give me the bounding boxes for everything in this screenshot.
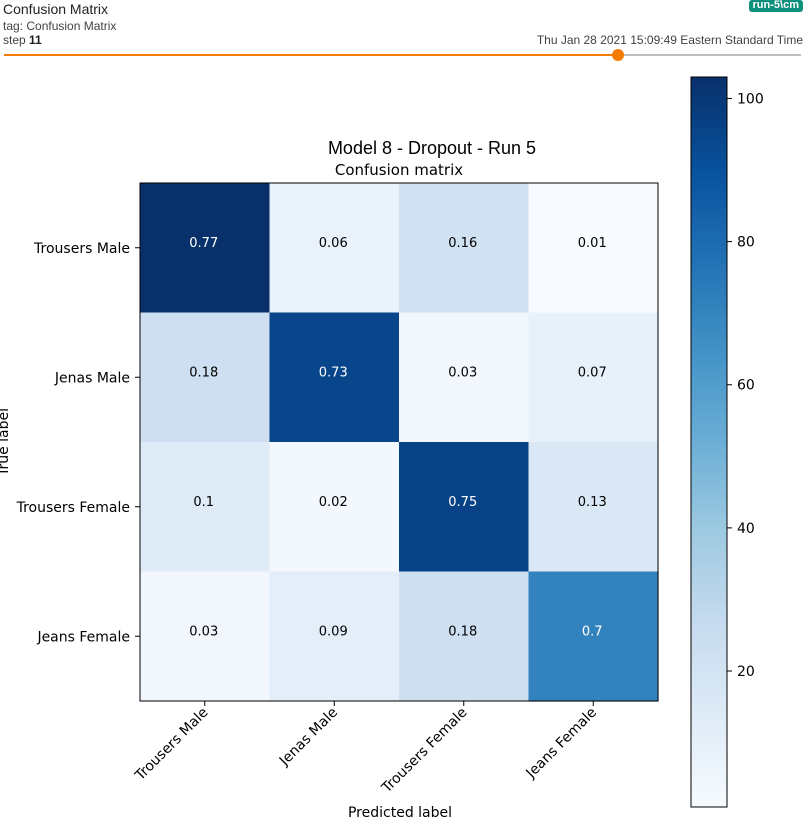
heatmap-cell bbox=[269, 312, 400, 443]
colorbar-tick-label: 20 bbox=[737, 664, 755, 680]
cell-value-label: 0.03 bbox=[448, 365, 477, 380]
cell-value-label: 0.01 bbox=[578, 236, 607, 251]
chart-title: Confusion matrix bbox=[335, 161, 463, 179]
tag-label: tag: Confusion Matrix bbox=[3, 19, 117, 33]
cell-value-label: 0.02 bbox=[319, 495, 348, 510]
heatmap-cells: 0.77 0.06 0.16 0.01 0.18 0.73 0.03 0.07 0.1 0.02 0… bbox=[140, 183, 659, 702]
heatmap-cell bbox=[399, 571, 530, 702]
cell-value-label: 0.07 bbox=[578, 365, 607, 380]
cell-value-label: 0.18 bbox=[448, 624, 477, 639]
step-slider-thumb[interactable] bbox=[611, 49, 624, 61]
y-tick-label: Trousers Male bbox=[33, 241, 130, 257]
colorbar-tick-label: 100 bbox=[737, 91, 764, 107]
cell-value-label: 0.06 bbox=[319, 236, 348, 251]
heatmap-cell bbox=[528, 312, 659, 443]
cell-value-label: 0.13 bbox=[578, 495, 607, 510]
x-ticks: Trousers Male Jenas Male Trousers Female Je… bbox=[132, 701, 600, 797]
x-tick-label: Trousers Female bbox=[378, 705, 470, 797]
x-tick-label: Jenas Male bbox=[276, 705, 341, 770]
step-label: step bbox=[3, 33, 26, 47]
step-indicator: step 11 bbox=[3, 33, 42, 47]
cell-value-label: 0.75 bbox=[448, 495, 477, 510]
timestamp: Thu Jan 28 2021 15:09:49 Eastern Standar… bbox=[536, 33, 803, 47]
cell-value-label: 0.16 bbox=[448, 236, 477, 251]
colorbar-tick-label: 60 bbox=[737, 378, 755, 394]
plot-frame bbox=[139, 182, 659, 702]
step-slider-track-active[interactable] bbox=[4, 54, 618, 56]
heatmap-cell bbox=[399, 183, 530, 314]
y-axis-label: True label bbox=[0, 408, 12, 477]
y-tick-label: Jenas Male bbox=[54, 370, 130, 386]
colorbar bbox=[690, 76, 728, 808]
heatmap-cell bbox=[528, 571, 659, 702]
y-tick-label: Jeans Female bbox=[36, 629, 130, 645]
heatmap-cell bbox=[269, 442, 400, 573]
cell-value-label: 0.77 bbox=[189, 236, 218, 251]
heatmap-cell bbox=[140, 571, 271, 702]
cell-value-label: 0.7 bbox=[582, 624, 603, 639]
step-value: 11 bbox=[29, 33, 42, 47]
colorbar-tick-label: 40 bbox=[737, 521, 755, 537]
y-tick-label: Trousers Female bbox=[16, 500, 130, 516]
cell-value-label: 0.73 bbox=[319, 365, 348, 380]
heatmap-cell bbox=[528, 183, 659, 314]
cell-value-label: 0.03 bbox=[189, 624, 218, 639]
heatmap-cell bbox=[140, 312, 271, 443]
y-ticks: Trousers Male Jenas Male Trousers Female Je… bbox=[16, 241, 140, 645]
cell-value-label: 0.09 bbox=[319, 624, 348, 639]
colorbar-tick-label: 80 bbox=[737, 235, 755, 251]
heatmap-cell bbox=[140, 183, 271, 314]
heatmap-cell bbox=[269, 571, 400, 702]
colorbar-ticks: 20 40 60 80 100 bbox=[727, 91, 764, 680]
heatmap-cell bbox=[399, 312, 530, 443]
cell-value-label: 0.1 bbox=[193, 495, 214, 510]
heatmap-cell bbox=[399, 442, 530, 573]
x-tick-label: Trousers Male bbox=[132, 705, 212, 785]
x-axis-label: Predicted label bbox=[348, 805, 452, 821]
run-badge: run-5\cm bbox=[748, 0, 803, 12]
heatmap-cell bbox=[528, 442, 659, 573]
heatmap-cell bbox=[269, 183, 400, 314]
card-title: Confusion Matrix bbox=[3, 1, 109, 17]
x-tick-label: Jeans Female bbox=[523, 705, 600, 782]
heatmap-cell bbox=[140, 442, 271, 573]
step-slider-track[interactable] bbox=[617, 54, 801, 56]
cell-value-label: 0.18 bbox=[189, 365, 218, 380]
figure-suptitle: Model 8 - Dropout - Run 5 bbox=[328, 138, 536, 158]
